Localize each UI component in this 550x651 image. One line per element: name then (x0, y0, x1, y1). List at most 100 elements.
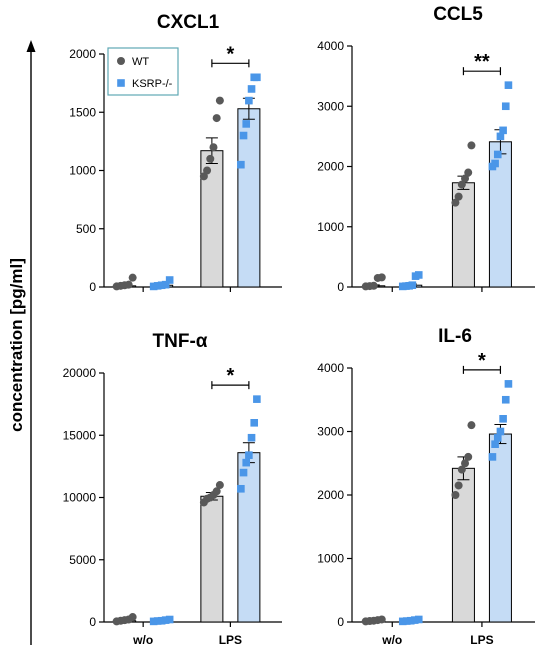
y-tick-label: 1500 (69, 105, 96, 119)
y-tick-label: 1000 (317, 552, 344, 566)
data-point-ksrp (247, 85, 256, 93)
data-point-ksrp (157, 281, 166, 290)
data-point-wt (377, 615, 386, 624)
y-tick-label: 3000 (317, 425, 344, 439)
bar-wt (200, 495, 224, 623)
data-point-wt (467, 421, 476, 430)
y-tick-label: 2000 (317, 488, 344, 502)
significance-label: * (226, 43, 234, 65)
data-point-ksrp (501, 102, 510, 111)
data-point-wt (464, 452, 473, 461)
y-tick-label: 0 (89, 615, 96, 629)
data-point-wt (212, 114, 221, 123)
data-point-ksrp (496, 427, 505, 436)
data-point-ksrp (493, 434, 502, 442)
legend-marker-wt (117, 57, 125, 65)
data-point-ksrp (239, 131, 248, 140)
data-point-wt (461, 459, 470, 468)
data-point-wt (377, 273, 386, 282)
data-point-ksrp (237, 160, 245, 169)
data-point-wt (209, 143, 218, 152)
data-point-ksrp (245, 96, 253, 105)
significance-label: * (478, 350, 486, 372)
data-point-ksrp (499, 126, 507, 135)
data-point-wt (454, 192, 463, 201)
chart-title: IL-6 (438, 326, 472, 347)
data-point-ksrp (165, 276, 174, 284)
data-point-ksrp (242, 120, 251, 128)
y-tick-label: 20000 (63, 366, 97, 380)
data-point-wt (215, 481, 224, 490)
data-point-ksrp (414, 615, 423, 624)
data-point-ksrp (504, 380, 513, 388)
y-tick-label: 10000 (63, 491, 97, 505)
data-point-wt (457, 180, 466, 189)
data-point-ksrp (406, 616, 415, 625)
bar-ksrp (237, 452, 261, 623)
significance-label: * (226, 365, 234, 387)
data-point-ksrp (499, 415, 507, 423)
data-point-wt (128, 613, 137, 622)
data-point-wt (369, 281, 378, 290)
y-tick-label: 5000 (69, 553, 96, 567)
data-point-ksrp (398, 617, 407, 626)
data-point-ksrp (501, 395, 510, 404)
data-point-ksrp (165, 615, 174, 624)
data-point-ksrp (149, 617, 158, 626)
y-tick-label: 4000 (317, 361, 344, 375)
y-tick-label: 0 (337, 615, 344, 629)
data-point-ksrp (237, 484, 245, 493)
y-tick-label: 15000 (63, 428, 97, 442)
y-tick-label: 1000 (69, 164, 96, 178)
legend-marker-ksrp (117, 79, 125, 87)
data-point-wt (215, 96, 224, 105)
y-tick-label: 1000 (317, 220, 344, 234)
x-tick-label: w/o (381, 633, 402, 647)
bar-ksrp (488, 433, 512, 623)
data-point-ksrp (239, 468, 248, 477)
data-point-ksrp (491, 159, 499, 168)
legend: WT KSRP-/- (107, 47, 179, 96)
data-point-ksrp (157, 616, 166, 625)
data-point-ksrp (253, 73, 261, 82)
data-point-ksrp (250, 419, 259, 427)
data-point-ksrp (414, 271, 423, 279)
data-point-ksrp (247, 433, 256, 442)
chart-panel-0: CXCL1 0 500 1000 1500 2000 * (69, 12, 282, 294)
legend-label-wt: WT (132, 56, 149, 68)
data-point-wt (124, 280, 133, 289)
data-point-ksrp (161, 280, 170, 289)
data-point-ksrp (149, 282, 158, 291)
chart-title: CCL5 (433, 4, 483, 25)
data-point-ksrp (504, 81, 513, 89)
data-point-ksrp (410, 616, 419, 624)
y-tick-label: 2000 (69, 47, 96, 61)
panels: CXCL1 0 500 1000 1500 2000 * CCL5 0 1000 2000 3000 4… (63, 4, 535, 647)
chart-panel-3: IL-6 0 1000 2000 3000 4000 w/o LPS * (317, 326, 535, 647)
data-point-ksrp (488, 453, 497, 461)
y-axis-title: concentration [pg/ml] (7, 258, 26, 432)
significance-label: ** (474, 51, 490, 73)
y-tick-label: 4000 (317, 39, 344, 53)
data-point-wt (464, 168, 473, 177)
data-point-ksrp (408, 281, 417, 289)
x-tick-label: LPS (470, 633, 493, 647)
y-tick-label: 0 (89, 280, 96, 294)
data-point-wt (467, 141, 476, 150)
data-point-ksrp (153, 617, 162, 625)
data-point-wt (199, 172, 208, 181)
chart-title: TNF-α (153, 331, 208, 352)
y-tick-label: 2000 (317, 160, 344, 174)
data-point-wt (457, 465, 466, 474)
data-point-wt (206, 154, 215, 163)
data-point-ksrp (161, 616, 170, 624)
data-point-ksrp (402, 617, 411, 625)
data-point-wt (454, 481, 463, 490)
data-point-ksrp (491, 440, 499, 448)
y-axis-title-group: concentration [pg/ml] (7, 40, 36, 645)
y-tick-label: 0 (337, 280, 344, 294)
legend-box (107, 47, 179, 96)
y-axis-arrow-head (26, 40, 36, 52)
legend-label-ksrp: KSRP-/- (132, 78, 173, 90)
